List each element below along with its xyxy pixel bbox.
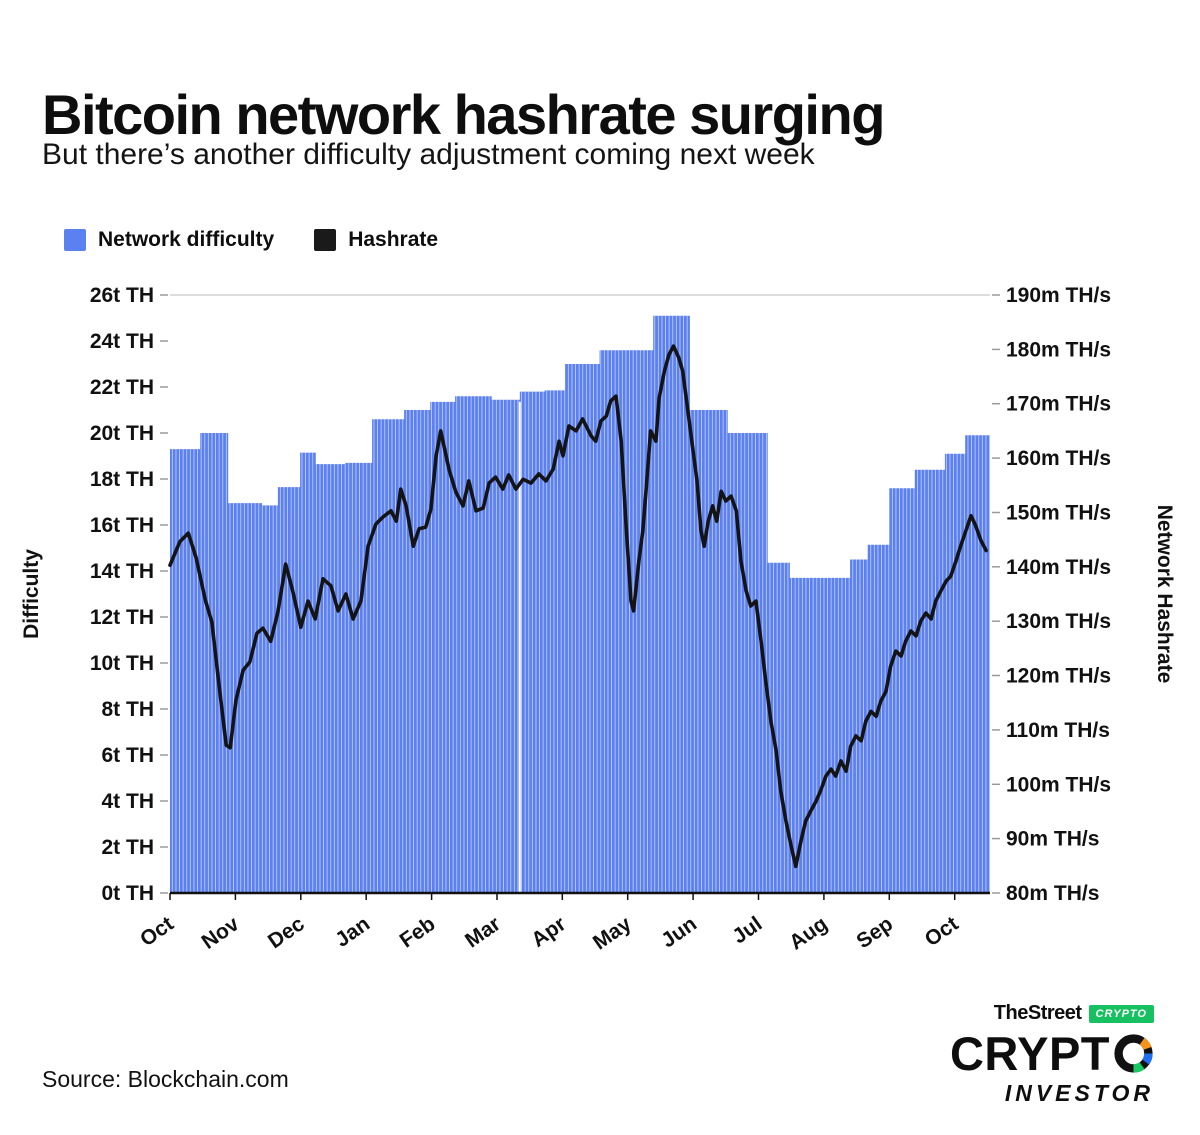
- page-title: Bitcoin network hashrate surging: [42, 82, 885, 146]
- hashrate-swatch-icon: [314, 229, 337, 251]
- left-axis-tick-label: 8t TH: [102, 698, 155, 721]
- right-axis-tick-label: 190m TH/s: [1006, 284, 1111, 307]
- x-axis-tick-label: Jun: [657, 912, 701, 952]
- source-attribution: Source: Blockchain.com: [42, 1066, 289, 1092]
- crypto-badge: CRYPTO: [1088, 1004, 1154, 1023]
- left-axis-tick-label: 12t TH: [90, 606, 154, 629]
- crypto-o-icon: [1113, 1033, 1154, 1074]
- x-axis-tick-label: Nov: [198, 912, 244, 954]
- legend-item-hashrate: Hashrate: [314, 228, 438, 252]
- x-axis-tick-label: Jan: [331, 912, 374, 952]
- left-axis-title: Difficulty: [20, 549, 43, 639]
- left-axis-tick-label: 0t TH: [102, 882, 155, 905]
- right-axis-tick-label: 170m TH/s: [1006, 393, 1111, 416]
- x-axis-tick-label: Dec: [264, 912, 309, 953]
- investor-wordmark: INVESTOR: [1004, 1080, 1154, 1106]
- crypto-investor-logo: TheStreet CRYPTO CRYPT INVESTOR: [950, 1002, 1154, 1107]
- left-axis-tick-label: 14t TH: [90, 560, 154, 583]
- crypto-wordmark: CRYPT: [950, 1030, 1154, 1077]
- x-axis-tick-label: Apr: [527, 912, 570, 952]
- thestreet-wordmark: TheStreet: [993, 1002, 1082, 1024]
- right-axis-tick-label: 100m TH/s: [1006, 773, 1111, 796]
- left-axis-tick-label: 20t TH: [90, 422, 154, 445]
- right-axis-tick-label: 120m TH/s: [1006, 665, 1111, 688]
- right-axis-tick-label: 150m TH/s: [1006, 502, 1111, 525]
- x-axis-tick-label: Oct: [136, 912, 178, 951]
- left-axis-tick-label: 18t TH: [90, 468, 154, 491]
- difficulty-bars: [170, 315, 990, 893]
- right-axis-tick-label: 90m TH/s: [1006, 828, 1099, 851]
- left-axis-tick-label: 2t TH: [102, 836, 155, 859]
- x-axis-tick-label: Sep: [852, 912, 897, 953]
- x-axis-tick-label: Feb: [396, 912, 440, 952]
- right-axis-tick-label: 180m TH/s: [1006, 338, 1111, 361]
- hashrate-line: [168, 344, 988, 869]
- right-axis-title: Network Hashrate: [1153, 505, 1176, 684]
- left-axis-tick-label: 24t TH: [90, 330, 154, 353]
- legend-label-difficulty: Network difficulty: [98, 228, 275, 251]
- right-axis-tick-label: 160m TH/s: [1006, 447, 1111, 470]
- difficulty-swatch-icon: [64, 229, 86, 251]
- left-axis-tick-label: 26t TH: [90, 284, 154, 307]
- left-axis-tick-label: 16t TH: [90, 514, 154, 537]
- right-axis-tick-label: 130m TH/s: [1006, 610, 1111, 633]
- left-axis-tick-label: 4t TH: [102, 790, 155, 813]
- x-axis-tick-label: Oct: [921, 912, 963, 951]
- left-axis-tick-label: 22t TH: [90, 376, 154, 399]
- chart-legend: Network difficulty Hashrate: [64, 228, 438, 252]
- x-axis-tick-label: May: [589, 912, 636, 954]
- right-axis-tick-label: 110m TH/s: [1006, 719, 1110, 742]
- combo-chart: 26t TH 24t TH 22t TH 20t TH 18t TH 16t TH 14t …: [20, 284, 1176, 955]
- right-axis-tick-label: 140m TH/s: [1006, 556, 1111, 579]
- right-axis-tick-label: 80m TH/s: [1006, 882, 1099, 905]
- legend-item-difficulty: Network difficulty: [64, 228, 274, 252]
- page-subtitle: But there’s another difficulty adjustmen…: [42, 138, 815, 171]
- x-axis-tick-label: Jul: [728, 912, 766, 948]
- left-axis-tick-label: 10t TH: [90, 652, 154, 675]
- crypto-wordmark-text: CRYPT: [949, 1027, 1110, 1080]
- legend-label-hashrate: Hashrate: [348, 228, 439, 251]
- left-axis-tick-label: 6t TH: [102, 744, 155, 767]
- logo-top-row: TheStreet CRYPTO: [950, 1002, 1154, 1025]
- x-axis-tick-label: Aug: [785, 912, 832, 954]
- x-axis-tick-label: Mar: [461, 912, 505, 952]
